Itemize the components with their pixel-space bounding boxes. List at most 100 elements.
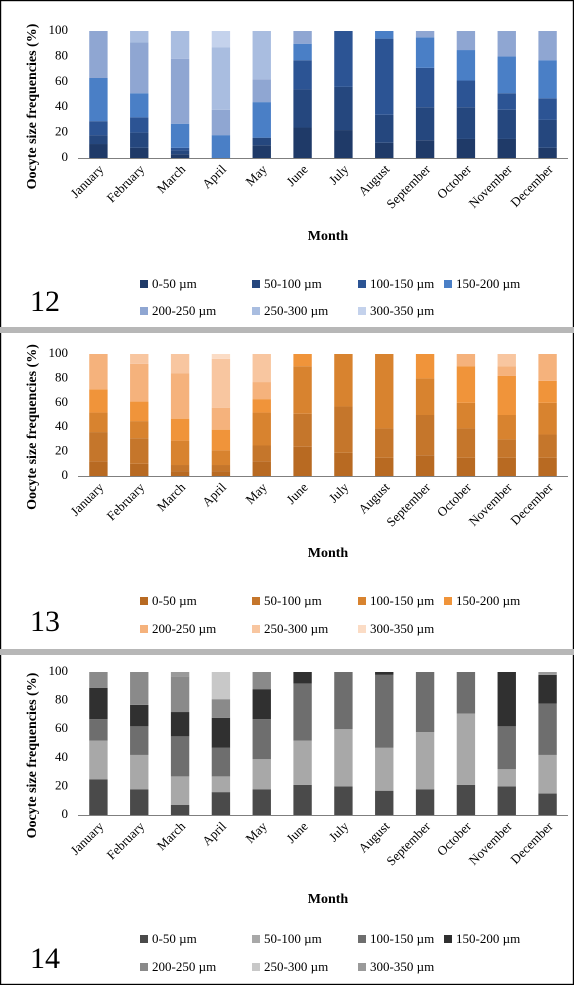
bar-segment <box>89 719 108 741</box>
y-axis-label: Oocyte size frequencies (%) <box>25 23 40 189</box>
bar-segment <box>130 401 149 422</box>
legend-swatch <box>140 280 148 288</box>
bar-segment <box>497 138 516 158</box>
bar-segment <box>497 786 516 815</box>
legend-label: 250-300 µm <box>264 959 328 974</box>
bar-segment <box>538 434 557 458</box>
bar-segment <box>293 784 312 815</box>
bar-segment <box>252 689 271 720</box>
bar-segment <box>89 354 108 390</box>
bar-segment <box>130 117 149 133</box>
bar-segment <box>211 450 231 466</box>
bar-segment <box>89 121 108 136</box>
bar-segment <box>415 672 435 733</box>
legend-swatch <box>252 963 260 971</box>
bar-segment <box>334 130 353 158</box>
bar-segment <box>497 457 516 476</box>
x-tick-label: April <box>199 818 229 848</box>
bar-segment <box>415 140 435 158</box>
bar-segment <box>456 50 476 81</box>
bar-segment <box>170 804 190 815</box>
x-tick-label: October <box>434 818 475 859</box>
x-tick-label: October <box>434 479 475 520</box>
bar-segment <box>456 713 476 785</box>
bar-segment <box>415 354 435 379</box>
bar-segment <box>497 726 516 770</box>
bar-segment <box>211 717 231 748</box>
bar-segment <box>130 42 149 94</box>
legend-label: 50-100 µm <box>264 593 322 608</box>
bar-segment <box>293 354 312 367</box>
bar-segment <box>130 438 149 464</box>
bar-segment <box>211 31 231 48</box>
legend-swatch <box>140 963 148 971</box>
legend-swatch <box>358 307 366 315</box>
bar-segment <box>89 461 108 476</box>
bar-segment <box>211 407 231 430</box>
bar-segment <box>293 413 312 447</box>
bar-segment <box>89 432 108 462</box>
bar-segment <box>170 418 190 441</box>
bar-segment <box>415 37 435 68</box>
y-tick-label: 80 <box>55 692 68 707</box>
bar-segment <box>293 127 312 158</box>
bar-segment <box>538 402 557 435</box>
bar-segment <box>170 471 190 476</box>
bar-segment <box>293 683 312 741</box>
bar-segment <box>130 789 149 815</box>
x-tick-label: May <box>242 161 270 189</box>
bar-segment <box>538 793 557 815</box>
legend-label: 250-300 µm <box>264 303 328 318</box>
bar-segment <box>211 747 231 777</box>
bar-segment <box>375 747 394 791</box>
legend-label: 50-100 µm <box>264 931 322 946</box>
panel-divider <box>0 649 574 655</box>
legend-swatch <box>444 935 452 943</box>
bar-segment <box>89 412 108 433</box>
x-tick-label: April <box>199 161 229 191</box>
bar-segment <box>211 465 231 472</box>
legend-swatch <box>252 280 260 288</box>
legend-label: 0-50 µm <box>152 276 197 291</box>
bar-segment <box>456 366 476 403</box>
x-axis-label: Month <box>308 229 349 244</box>
bar-segment <box>456 31 476 51</box>
bar-segment <box>456 672 476 714</box>
bar-segment <box>130 363 149 402</box>
y-tick-label: 40 <box>55 418 68 433</box>
bar-segment <box>293 89 312 128</box>
bar-segment <box>415 732 435 790</box>
x-axis-label: Month <box>308 546 349 561</box>
bar-segment <box>89 31 108 78</box>
x-tick-label: December <box>507 479 556 528</box>
bar-segment <box>211 135 231 158</box>
legend-label: 200-250 µm <box>152 303 216 318</box>
bar-segment <box>211 354 231 359</box>
bar-segment <box>538 354 557 381</box>
bar-segment <box>497 769 516 787</box>
bar-segment <box>293 740 312 785</box>
bar-segment <box>456 784 476 815</box>
y-tick-label: 80 <box>55 369 68 384</box>
y-tick-label: 60 <box>55 394 68 409</box>
y-tick-label: 20 <box>55 443 68 458</box>
bar-segment <box>334 672 353 730</box>
bar-segment <box>497 415 516 440</box>
bar-segment <box>334 406 353 453</box>
y-axis-label: Oocyte size frequencies (%) <box>25 344 40 510</box>
bar-segment <box>252 412 271 446</box>
bar-segment <box>497 93 516 110</box>
bar-segment <box>538 754 557 794</box>
x-tick-label: January <box>67 161 107 201</box>
x-tick-label: September <box>383 161 433 211</box>
bar-segment <box>89 77 108 122</box>
bar-segment <box>89 135 108 145</box>
bar-segment <box>252 354 271 383</box>
bar-segment <box>252 719 271 760</box>
bar-segment <box>293 43 312 61</box>
legend-swatch <box>140 935 148 943</box>
legend-label: 200-250 µm <box>152 621 216 636</box>
bar-segment <box>130 463 149 476</box>
